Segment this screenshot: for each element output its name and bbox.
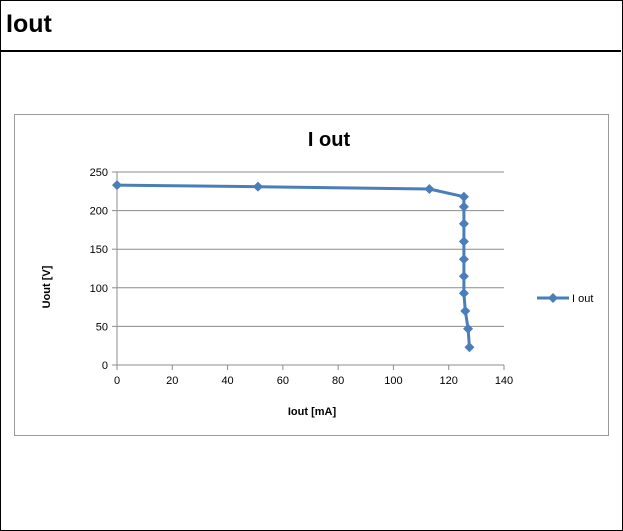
data-point: [458, 201, 469, 212]
x-tick-label: 140: [495, 375, 513, 387]
data-point: [458, 271, 469, 282]
y-tick-label: 100: [90, 283, 108, 295]
data-point: [458, 236, 469, 247]
x-tick-label: 20: [166, 375, 178, 387]
series-line: [116, 183, 471, 348]
data-point: [458, 191, 469, 202]
data-point: [464, 342, 475, 353]
data-point: [463, 323, 474, 334]
y-tick-label: 200: [90, 206, 108, 218]
y-axis-label: Uout [V]: [41, 265, 53, 308]
chart-svg: I out Iout [mA] Uout [V] 050100150200250…: [41, 129, 593, 418]
axes: 0 50 100 150 200 250 0 20 40 60 80 100 120 140: [90, 167, 514, 387]
header-bar: Iout: [0, 0, 621, 52]
data-point: [424, 183, 435, 194]
data-point: [458, 288, 469, 299]
legend-label: I out: [572, 293, 593, 305]
x-tick-label: 60: [277, 375, 289, 387]
x-tick-label: 80: [332, 375, 344, 387]
y-tick-label: 50: [96, 321, 108, 333]
chart-title: I out: [308, 129, 351, 151]
data-point: [252, 181, 263, 192]
data-point: [460, 305, 471, 316]
data-point: [458, 254, 469, 265]
legend-marker: [548, 293, 558, 303]
x-tick-label: 0: [114, 375, 120, 387]
legend: I out: [537, 293, 593, 305]
x-tick-label: 120: [440, 375, 458, 387]
y-tick-label: 150: [90, 244, 108, 256]
y-tick-label: 0: [102, 360, 108, 372]
data-point: [112, 180, 122, 191]
x-tick-label: 40: [221, 375, 233, 387]
x-axis-label: Iout [mA]: [288, 406, 337, 418]
y-tick-label: 250: [90, 167, 108, 179]
data-point: [458, 218, 469, 229]
page-title: Iout: [6, 10, 52, 38]
series-layer: [112, 180, 475, 353]
chart-container: I out Iout [mA] Uout [V] 0 50 100 150 200 250…: [14, 114, 609, 436]
x-tick-label: 100: [384, 375, 402, 387]
gridlines: [117, 171, 504, 327]
